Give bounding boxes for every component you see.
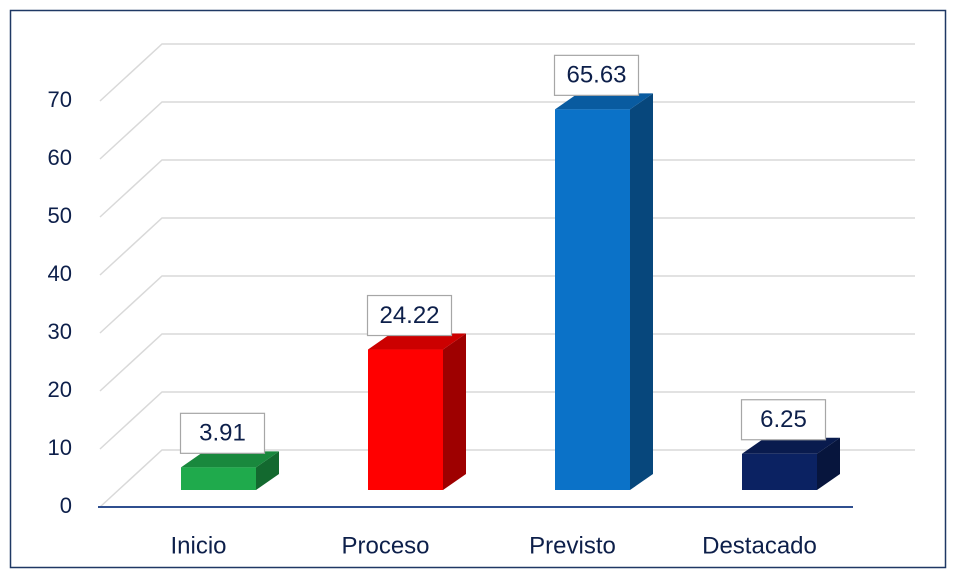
value-label: 65.63 <box>566 62 626 89</box>
x-tick-label: Previsto <box>529 532 616 559</box>
x-tick-label: Destacado <box>702 532 817 559</box>
value-label-box <box>553 54 640 96</box>
bar-side <box>630 93 653 490</box>
x-tick-label: Proceso <box>341 532 429 559</box>
y-tick-label: 40 <box>48 261 72 286</box>
grid-line <box>99 333 915 392</box>
y-tick-label: 60 <box>48 145 72 170</box>
value-label: 24.22 <box>379 302 439 329</box>
x-tick-label: Inicio <box>170 532 226 559</box>
value-label-box <box>179 412 266 454</box>
y-tick-label: 0 <box>60 493 72 518</box>
value-label: 6.25 <box>760 406 807 433</box>
bar <box>181 467 256 490</box>
grid-line <box>99 391 915 450</box>
y-tick-label: 30 <box>48 319 72 344</box>
bar <box>555 109 630 490</box>
bar-top <box>742 437 840 454</box>
value-label: 3.91 <box>199 420 246 447</box>
value-label-box <box>740 399 827 441</box>
bar <box>742 453 817 490</box>
value-label-box <box>366 294 453 337</box>
grid-line <box>99 159 915 218</box>
bar-side <box>817 437 840 490</box>
grid-line <box>99 101 915 160</box>
grid-line <box>99 217 915 276</box>
bar-side <box>443 333 466 490</box>
y-tick-label: 70 <box>48 87 72 112</box>
bar <box>368 349 443 490</box>
grid-line <box>99 43 915 102</box>
grid-line <box>99 449 915 508</box>
grid-line <box>99 275 915 334</box>
bar-side <box>256 451 279 490</box>
y-tick-label: 50 <box>48 203 72 228</box>
y-tick-label: 20 <box>48 377 72 402</box>
bar-top <box>181 451 279 468</box>
bar-top <box>555 93 653 110</box>
bar-top <box>368 333 466 350</box>
y-tick-label: 10 <box>48 435 72 460</box>
